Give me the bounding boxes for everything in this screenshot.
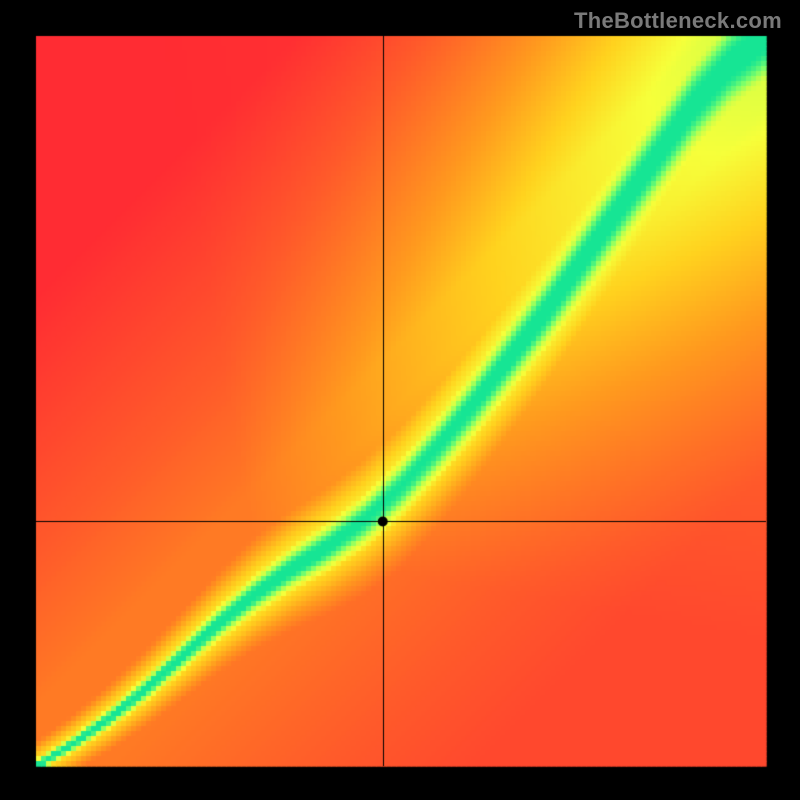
chart-container: TheBottleneck.com xyxy=(0,0,800,800)
source-watermark: TheBottleneck.com xyxy=(574,8,782,34)
bottleneck-heatmap xyxy=(0,0,800,800)
